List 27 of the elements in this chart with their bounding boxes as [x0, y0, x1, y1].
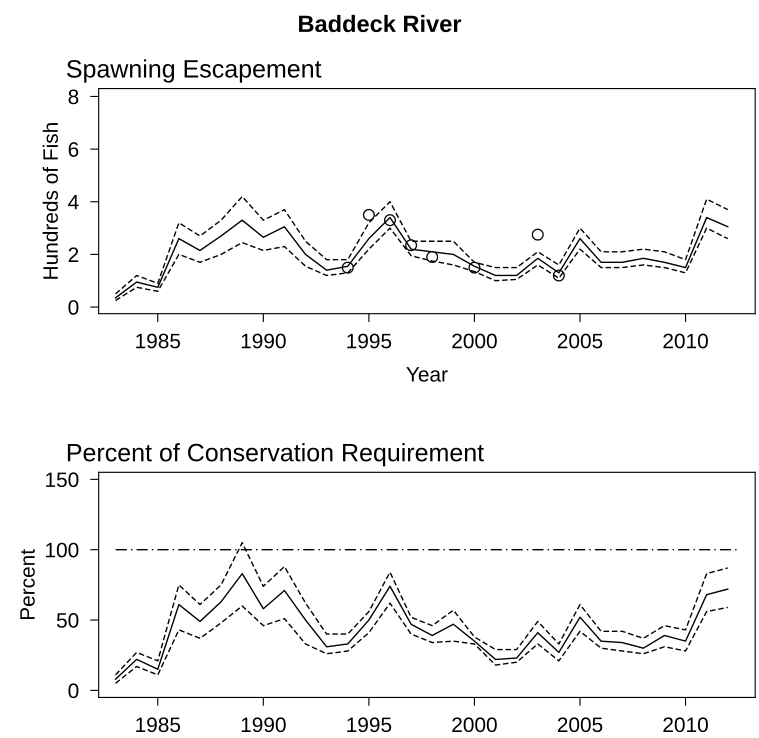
y-tick-label: 8: [68, 89, 78, 104]
x-tick-label: 2010: [663, 717, 708, 732]
x-tick-label: 1990: [242, 334, 286, 348]
y-tick-label: 6: [68, 142, 78, 157]
x-tick-label: 1990: [242, 717, 286, 732]
x-tick-label: 2000: [452, 717, 497, 732]
chart-subtitle: Percent of Conservation Requirement: [68, 443, 484, 466]
y-tick-label: 4: [68, 194, 79, 210]
chart-subtitle: Spawning Escapement: [66, 59, 322, 83]
y-tick-label: 0: [68, 683, 78, 698]
y-tick-label: 0: [68, 300, 78, 315]
x-tick-label: 1985: [136, 334, 180, 348]
y-tick-label: 50: [56, 613, 78, 628]
x-tick-label: 1995: [347, 334, 392, 348]
x-tick-label: 1995: [347, 717, 392, 732]
x-tick-label: 2010: [663, 334, 708, 348]
x-tick-label: 2005: [558, 717, 602, 732]
y-tick-label: 150: [46, 472, 78, 488]
y-tick-label: 2: [68, 247, 78, 262]
y-axis-title: Hundreds of Fish: [42, 123, 58, 279]
y-tick-label: 100: [46, 542, 78, 558]
y-axis-title: Percent: [20, 549, 35, 620]
chart-title: Baddeck River: [299, 14, 462, 32]
x-tick-label: 2005: [558, 334, 602, 348]
x-tick-label: 1985: [136, 717, 180, 732]
x-axis-title: Year: [406, 367, 448, 382]
x-tick-label: 2000: [452, 334, 497, 348]
